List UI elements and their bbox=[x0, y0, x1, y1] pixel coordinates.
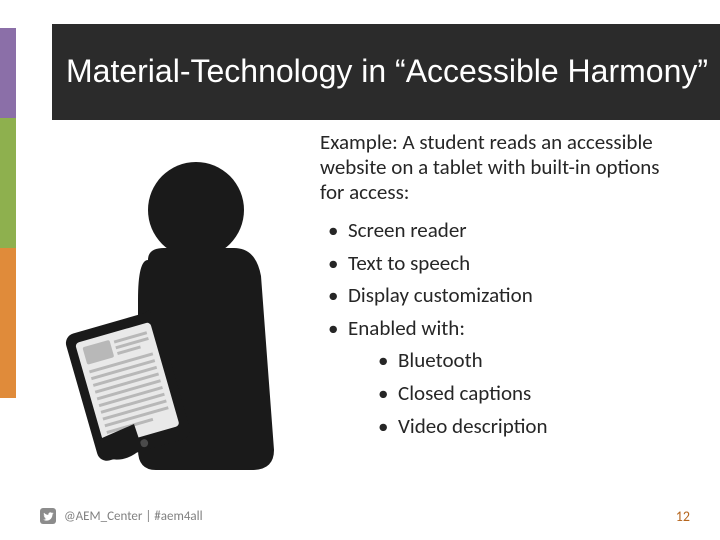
slide-title: Material-Technology in “Accessible Harmo… bbox=[66, 54, 708, 90]
list-item: Text to speech bbox=[328, 247, 696, 280]
accent-stripe-purple bbox=[0, 28, 16, 118]
list-item-label: Enabled with: bbox=[348, 315, 465, 341]
footer-handle: @AEM_Center | #aem4all bbox=[64, 509, 203, 524]
footer: @AEM_Center | #aem4all 12 bbox=[40, 506, 690, 526]
sub-bullet-list: Bluetooth Closed captions Video descript… bbox=[348, 344, 696, 442]
title-bar: Material-Technology in “Accessible Harmo… bbox=[52, 24, 720, 120]
person-tablet-illustration bbox=[56, 150, 316, 470]
text-column: Example: A student reads an accessible w… bbox=[320, 130, 696, 442]
list-item: Video description bbox=[378, 410, 696, 443]
example-text: Example: A student reads an accessible w… bbox=[320, 130, 696, 204]
twitter-icon bbox=[40, 508, 56, 524]
footer-left: @AEM_Center | #aem4all bbox=[40, 508, 203, 524]
list-item: Enabled with: Bluetooth Closed captions … bbox=[328, 312, 696, 442]
list-item: Closed captions bbox=[378, 377, 696, 410]
list-item: Screen reader bbox=[328, 214, 696, 247]
accent-stripe-green bbox=[0, 118, 16, 248]
list-item: Display customization bbox=[328, 279, 696, 312]
slide: Material-Technology in “Accessible Harmo… bbox=[0, 0, 720, 540]
bullet-list: Screen reader Text to speech Display cus… bbox=[320, 214, 696, 442]
list-item: Bluetooth bbox=[378, 344, 696, 377]
page-number: 12 bbox=[676, 508, 690, 525]
content-area: Example: A student reads an accessible w… bbox=[52, 130, 696, 488]
accent-stripe-orange bbox=[0, 248, 16, 398]
